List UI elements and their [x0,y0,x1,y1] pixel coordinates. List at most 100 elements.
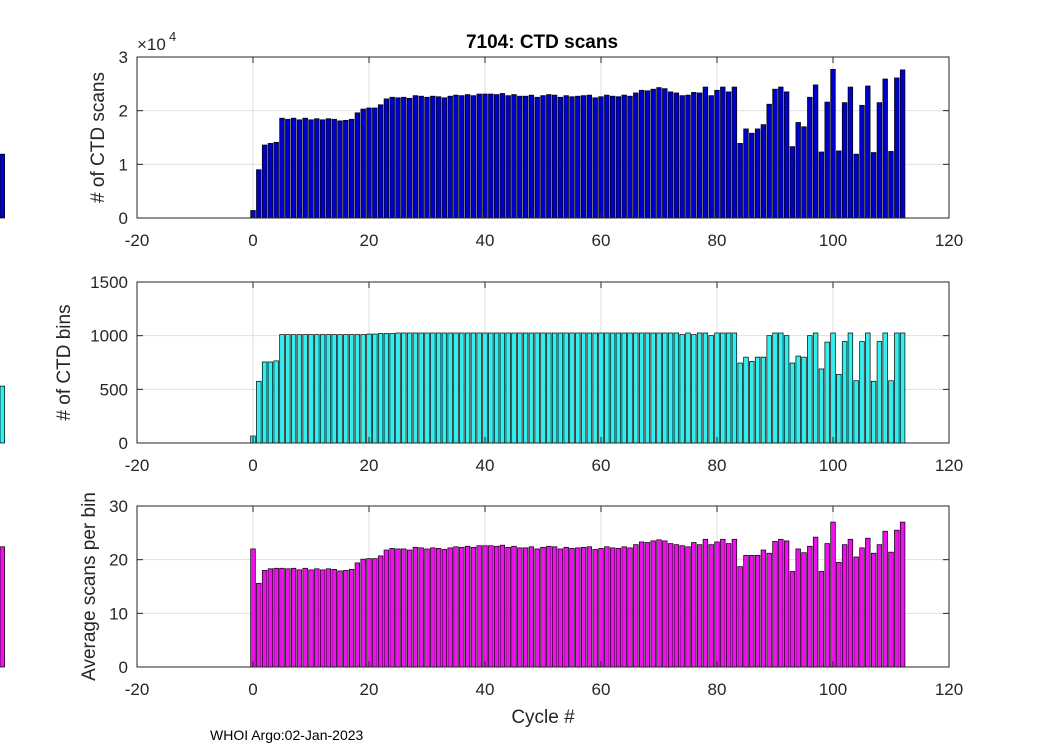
bar [789,146,796,219]
bar [627,95,633,219]
bar [0,153,5,219]
bar [302,567,308,668]
bar [279,334,285,444]
bar [296,334,303,444]
x-tick-label: 120 [935,456,963,475]
bar [696,92,703,219]
chart-title: 7104: CTD scans [466,32,618,53]
bar [801,552,807,668]
bar [859,104,865,219]
bar [563,546,569,668]
x-tick-label: 120 [935,680,963,699]
y-tick-label: 0 [119,434,128,453]
bar [743,555,749,668]
bar [279,117,285,219]
bar [638,332,645,444]
bar [261,570,268,668]
bar [615,96,622,219]
bar [459,95,465,219]
bar [412,546,419,668]
bar [615,332,622,444]
axes-frame [136,281,950,444]
bar [870,552,877,668]
bar [870,152,877,219]
bar [273,141,279,219]
bar [760,549,767,668]
bar [470,95,477,219]
bar [812,536,819,668]
bar [662,332,668,444]
bar [691,92,697,219]
bar [354,334,361,444]
bar [667,91,674,219]
bar [598,548,604,668]
bar [354,562,361,668]
bar [557,96,564,219]
bar [888,151,894,219]
bar [667,332,674,444]
bar [522,95,529,219]
bar [586,546,593,668]
bar [807,96,813,219]
bar [708,544,714,668]
bar [395,332,401,444]
y-axis-label: # of CTD scans [88,72,109,203]
bar [551,332,558,444]
bar [731,86,738,219]
bar [754,128,761,219]
y-tick-label: 0 [119,658,128,677]
bar [319,569,326,668]
bar [702,538,709,668]
bar [296,569,303,668]
y-tick-label: 500 [100,380,128,399]
bar [383,549,390,668]
x-tick-label: 20 [360,680,379,699]
bar [563,95,569,219]
bar [673,92,680,219]
bar [888,551,894,668]
x-tick-label: 20 [360,456,379,475]
bar [348,334,355,444]
bar [308,334,314,444]
x-tick-label: 80 [708,680,727,699]
bar [685,332,691,444]
bar [621,332,627,444]
bar [894,77,900,219]
bar [702,332,709,444]
bar [899,521,906,668]
bar [824,543,830,668]
bar [708,335,714,444]
bar [447,332,453,444]
bar [615,548,622,668]
bar [865,537,871,668]
bar [267,143,274,219]
bar [650,88,656,219]
bar [853,556,859,668]
bar [290,117,297,219]
bar [418,332,424,444]
bar [638,541,645,668]
bar [261,144,268,219]
bar [888,380,894,444]
x-axis-label: Cycle # [511,707,575,728]
bar [656,332,662,444]
bar [894,332,900,444]
y-tick-label: 10 [109,604,128,623]
y-tick-label: 3 [119,48,128,67]
bar [795,355,801,444]
bar [836,561,842,668]
bar [667,543,674,668]
bar [546,332,552,444]
bar [470,546,477,668]
bar [360,334,366,444]
bar [493,545,500,668]
bar [319,334,326,444]
bar [598,96,604,219]
bar [546,545,552,668]
bar [702,86,709,219]
bar [314,118,320,219]
bar [725,543,732,668]
bar [580,332,587,444]
bar [459,332,465,444]
bar [650,332,656,444]
